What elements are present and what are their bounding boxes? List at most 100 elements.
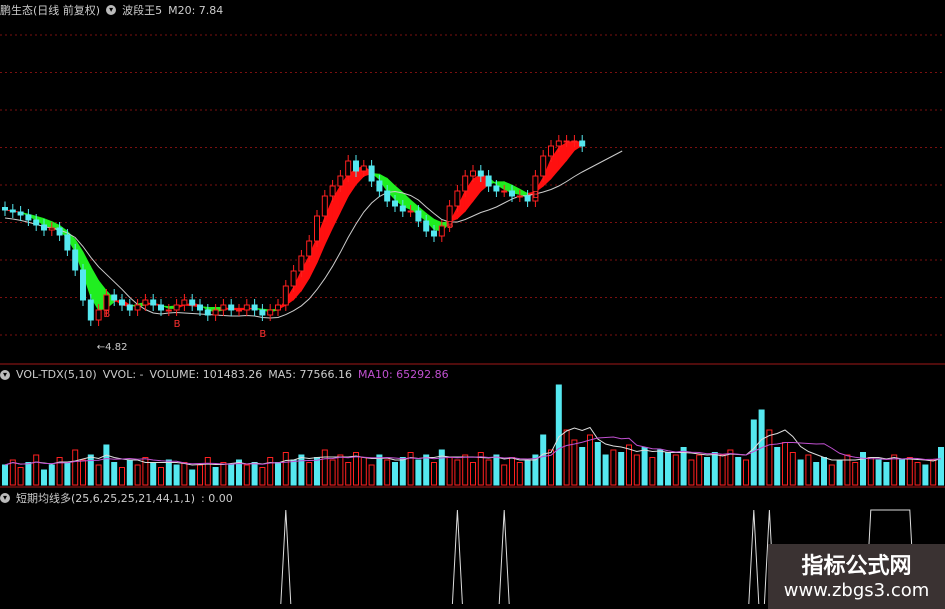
ma5-value: MA5: 77566.16 xyxy=(268,368,352,381)
candle-body xyxy=(197,304,203,311)
volume-bar xyxy=(477,452,484,486)
volume-bar xyxy=(95,464,102,486)
volume-bar xyxy=(711,452,718,486)
volume-bar xyxy=(649,457,656,486)
candle-body xyxy=(95,309,102,321)
volume-bar xyxy=(860,452,866,486)
stock-title: 鹏生态(日线 前复权) xyxy=(0,4,101,17)
watermark-url: www.zbgs3.com xyxy=(783,580,930,601)
candle-body xyxy=(485,175,492,187)
candle-body xyxy=(119,299,125,306)
volume-bar xyxy=(789,452,796,486)
candle-body xyxy=(33,219,40,226)
volume-bar xyxy=(415,459,422,486)
volume-bar xyxy=(360,457,367,486)
volume-bar xyxy=(540,434,547,486)
volume-bar xyxy=(735,457,742,486)
candle-body xyxy=(243,304,250,311)
volume-bar xyxy=(197,464,203,486)
candle-body xyxy=(236,309,242,312)
candle-body xyxy=(212,309,219,316)
dropdown-icon[interactable]: ▾ xyxy=(0,369,10,380)
candle-body xyxy=(454,190,461,207)
candle-body xyxy=(165,309,172,312)
buy-marker: B xyxy=(532,190,539,201)
volume-bar xyxy=(158,467,164,486)
volume-bar xyxy=(665,452,671,486)
candle-body xyxy=(298,255,305,272)
candle-body xyxy=(353,160,359,172)
volume-bar xyxy=(259,467,266,486)
volume-bar xyxy=(329,459,336,486)
candle-body xyxy=(306,240,313,257)
volume-bar xyxy=(672,454,679,486)
candle-body xyxy=(181,299,188,306)
volume-bar xyxy=(930,459,937,486)
volume-bar xyxy=(321,449,328,486)
volume-bar xyxy=(236,459,242,486)
volume-bar xyxy=(282,452,289,486)
volume-bar xyxy=(797,459,804,486)
candle-body xyxy=(431,230,437,237)
candle-body xyxy=(345,160,352,177)
candle-body xyxy=(368,165,375,182)
candle-body xyxy=(25,214,32,221)
candle-body xyxy=(290,270,297,287)
volume-bar xyxy=(376,454,383,486)
buy-marker: B xyxy=(447,220,454,231)
signal-indicator-name: 短期均线多(25,6,25,25,21,44,1,1) xyxy=(16,492,196,505)
candle-body xyxy=(220,304,227,311)
volume-bar xyxy=(844,454,851,486)
volume-bar xyxy=(337,454,344,486)
candle-body xyxy=(477,170,484,177)
candle-body xyxy=(134,304,141,311)
volume-bar xyxy=(212,467,219,486)
volume-bar xyxy=(423,454,430,486)
volume-bar xyxy=(142,457,149,486)
candle-body xyxy=(189,299,196,306)
volume-bar xyxy=(594,442,601,486)
signal-header: ▾ 短期均线多(25,6,25,25,21,44,1,1) : 0.00 xyxy=(0,490,233,506)
candle-body xyxy=(423,220,430,232)
candle-body xyxy=(80,269,86,301)
candle-body xyxy=(462,175,469,192)
volume-bar xyxy=(743,459,749,486)
candle-body xyxy=(103,294,110,311)
volume-bar xyxy=(719,454,726,486)
watermark: 指标公式网 www.zbgs3.com xyxy=(768,544,945,609)
ribbon-segment xyxy=(558,141,568,171)
candle-body xyxy=(509,190,515,197)
volume-bar xyxy=(25,462,32,486)
candle-body xyxy=(314,215,320,242)
volume-bar xyxy=(298,454,305,486)
volume-bar xyxy=(680,447,687,486)
candle-body xyxy=(251,304,258,311)
volume-bar xyxy=(126,459,133,486)
signal-value: : 0.00 xyxy=(201,491,233,505)
buy-marker: B xyxy=(103,309,110,320)
buy-marker: B xyxy=(259,329,266,340)
volume-bar xyxy=(587,434,593,486)
volume-bar xyxy=(80,459,86,486)
volume-bar xyxy=(384,459,391,486)
volume-bar xyxy=(267,457,274,486)
candle-body xyxy=(321,195,328,217)
candle-body xyxy=(259,309,266,316)
vvol-value: VVOL: - xyxy=(102,368,144,381)
price-header: 鹏生态(日线 前复权) ▾ 波段王5 M20: 7.84 xyxy=(0,2,223,18)
signal-spike xyxy=(280,509,292,605)
candle-body xyxy=(399,205,406,212)
dropdown-icon[interactable]: ▾ xyxy=(106,5,117,15)
candle-body xyxy=(532,175,539,202)
candle-body xyxy=(360,165,367,172)
volume-header: ▾ VOL-TDX(5,10) VVOL: - VOLUME: 101483.2… xyxy=(0,368,449,381)
volume-bar xyxy=(306,462,313,486)
dropdown-icon[interactable]: ▾ xyxy=(0,493,10,503)
volume-value: VOLUME: 101483.26 xyxy=(149,368,263,381)
volume-bar xyxy=(766,429,773,486)
volume-bar xyxy=(220,462,227,486)
volume-bar xyxy=(618,452,625,486)
candle-body xyxy=(158,304,164,311)
volume-bar xyxy=(103,444,110,486)
volume-bar xyxy=(399,457,406,486)
